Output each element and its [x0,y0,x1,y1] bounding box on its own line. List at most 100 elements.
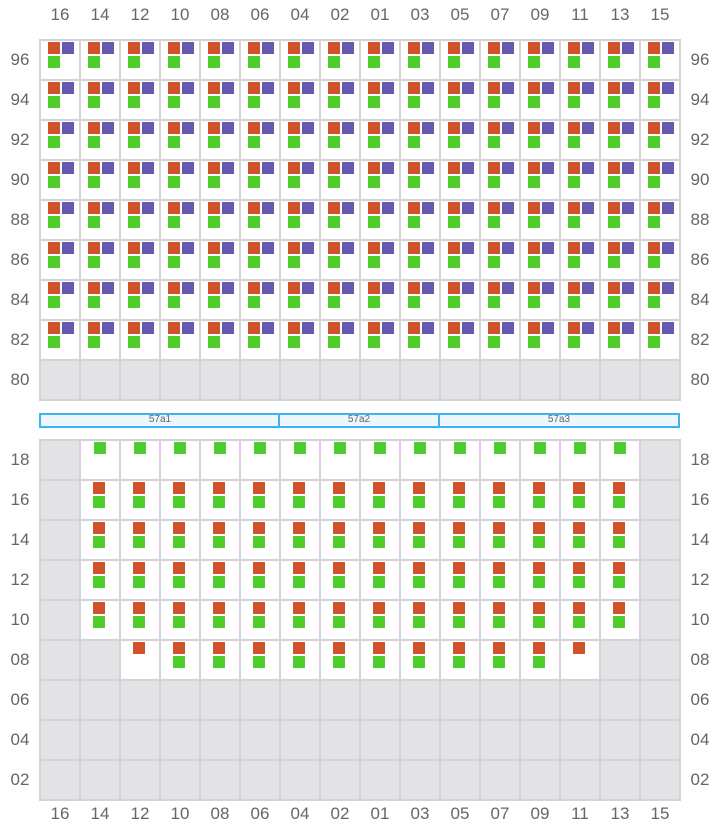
seat[interactable] [401,41,439,79]
seat[interactable] [601,121,639,159]
seat[interactable] [161,41,199,79]
seat[interactable] [241,121,279,159]
seat[interactable] [361,521,399,559]
seat[interactable] [481,121,519,159]
seat[interactable] [361,281,399,319]
seat[interactable] [401,81,439,119]
seat[interactable] [561,201,599,239]
seat[interactable] [81,281,119,319]
seat[interactable] [241,601,279,639]
seat[interactable] [521,561,559,599]
seat[interactable] [201,121,239,159]
seat[interactable] [121,161,159,199]
seat[interactable] [201,521,239,559]
seat[interactable] [121,641,159,679]
seat[interactable] [401,441,439,479]
seat[interactable] [201,601,239,639]
seat[interactable] [161,441,199,479]
seat[interactable] [201,641,239,679]
seat[interactable] [361,561,399,599]
seat[interactable] [201,481,239,519]
seat[interactable] [561,41,599,79]
seat[interactable] [441,641,479,679]
seat[interactable] [561,241,599,279]
seat[interactable] [401,201,439,239]
seat[interactable] [441,601,479,639]
seat[interactable] [521,161,559,199]
seat[interactable] [201,561,239,599]
seat[interactable] [321,41,359,79]
seat[interactable] [401,241,439,279]
seat[interactable] [241,321,279,359]
seat[interactable] [321,121,359,159]
seat[interactable] [441,441,479,479]
seat[interactable] [601,81,639,119]
seat[interactable] [561,561,599,599]
seat[interactable] [481,641,519,679]
seat[interactable] [361,601,399,639]
seat[interactable] [241,241,279,279]
seat[interactable] [281,481,319,519]
seat[interactable] [521,241,559,279]
seat[interactable] [321,321,359,359]
seat[interactable] [241,441,279,479]
seat[interactable] [201,281,239,319]
seat[interactable] [41,321,79,359]
section-57a2[interactable]: 57a2 [278,413,440,428]
seat[interactable] [441,161,479,199]
seat[interactable] [561,161,599,199]
seat[interactable] [121,121,159,159]
seat[interactable] [41,281,79,319]
seat[interactable] [561,121,599,159]
seat[interactable] [401,481,439,519]
seat[interactable] [521,481,559,519]
seat[interactable] [641,41,679,79]
seat[interactable] [81,41,119,79]
seat[interactable] [561,521,599,559]
seat[interactable] [561,601,599,639]
seat[interactable] [41,41,79,79]
seat[interactable] [121,81,159,119]
seat[interactable] [161,161,199,199]
seat[interactable] [481,601,519,639]
seat[interactable] [441,201,479,239]
seat[interactable] [561,281,599,319]
seat[interactable] [441,281,479,319]
seat[interactable] [281,241,319,279]
seat[interactable] [81,121,119,159]
seat[interactable] [441,561,479,599]
seat[interactable] [521,121,559,159]
seat[interactable] [601,201,639,239]
seat[interactable] [201,441,239,479]
seat[interactable] [81,561,119,599]
seat[interactable] [601,41,639,79]
seat[interactable] [361,41,399,79]
seat[interactable] [121,321,159,359]
seat[interactable] [361,641,399,679]
seat[interactable] [241,201,279,239]
seat[interactable] [121,521,159,559]
seat[interactable] [321,201,359,239]
seat[interactable] [241,481,279,519]
seat[interactable] [561,481,599,519]
seat[interactable] [601,321,639,359]
seat[interactable] [641,201,679,239]
seat[interactable] [241,521,279,559]
seat[interactable] [441,81,479,119]
seat[interactable] [201,81,239,119]
seat[interactable] [201,201,239,239]
seat[interactable] [121,201,159,239]
seat[interactable] [561,441,599,479]
seat[interactable] [601,561,639,599]
seat[interactable] [161,601,199,639]
seat[interactable] [321,641,359,679]
seat[interactable] [241,641,279,679]
seat[interactable] [161,281,199,319]
seat[interactable] [41,241,79,279]
seat[interactable] [601,521,639,559]
seat[interactable] [601,241,639,279]
seat[interactable] [361,201,399,239]
seat[interactable] [601,481,639,519]
seat[interactable] [41,121,79,159]
seat[interactable] [401,161,439,199]
